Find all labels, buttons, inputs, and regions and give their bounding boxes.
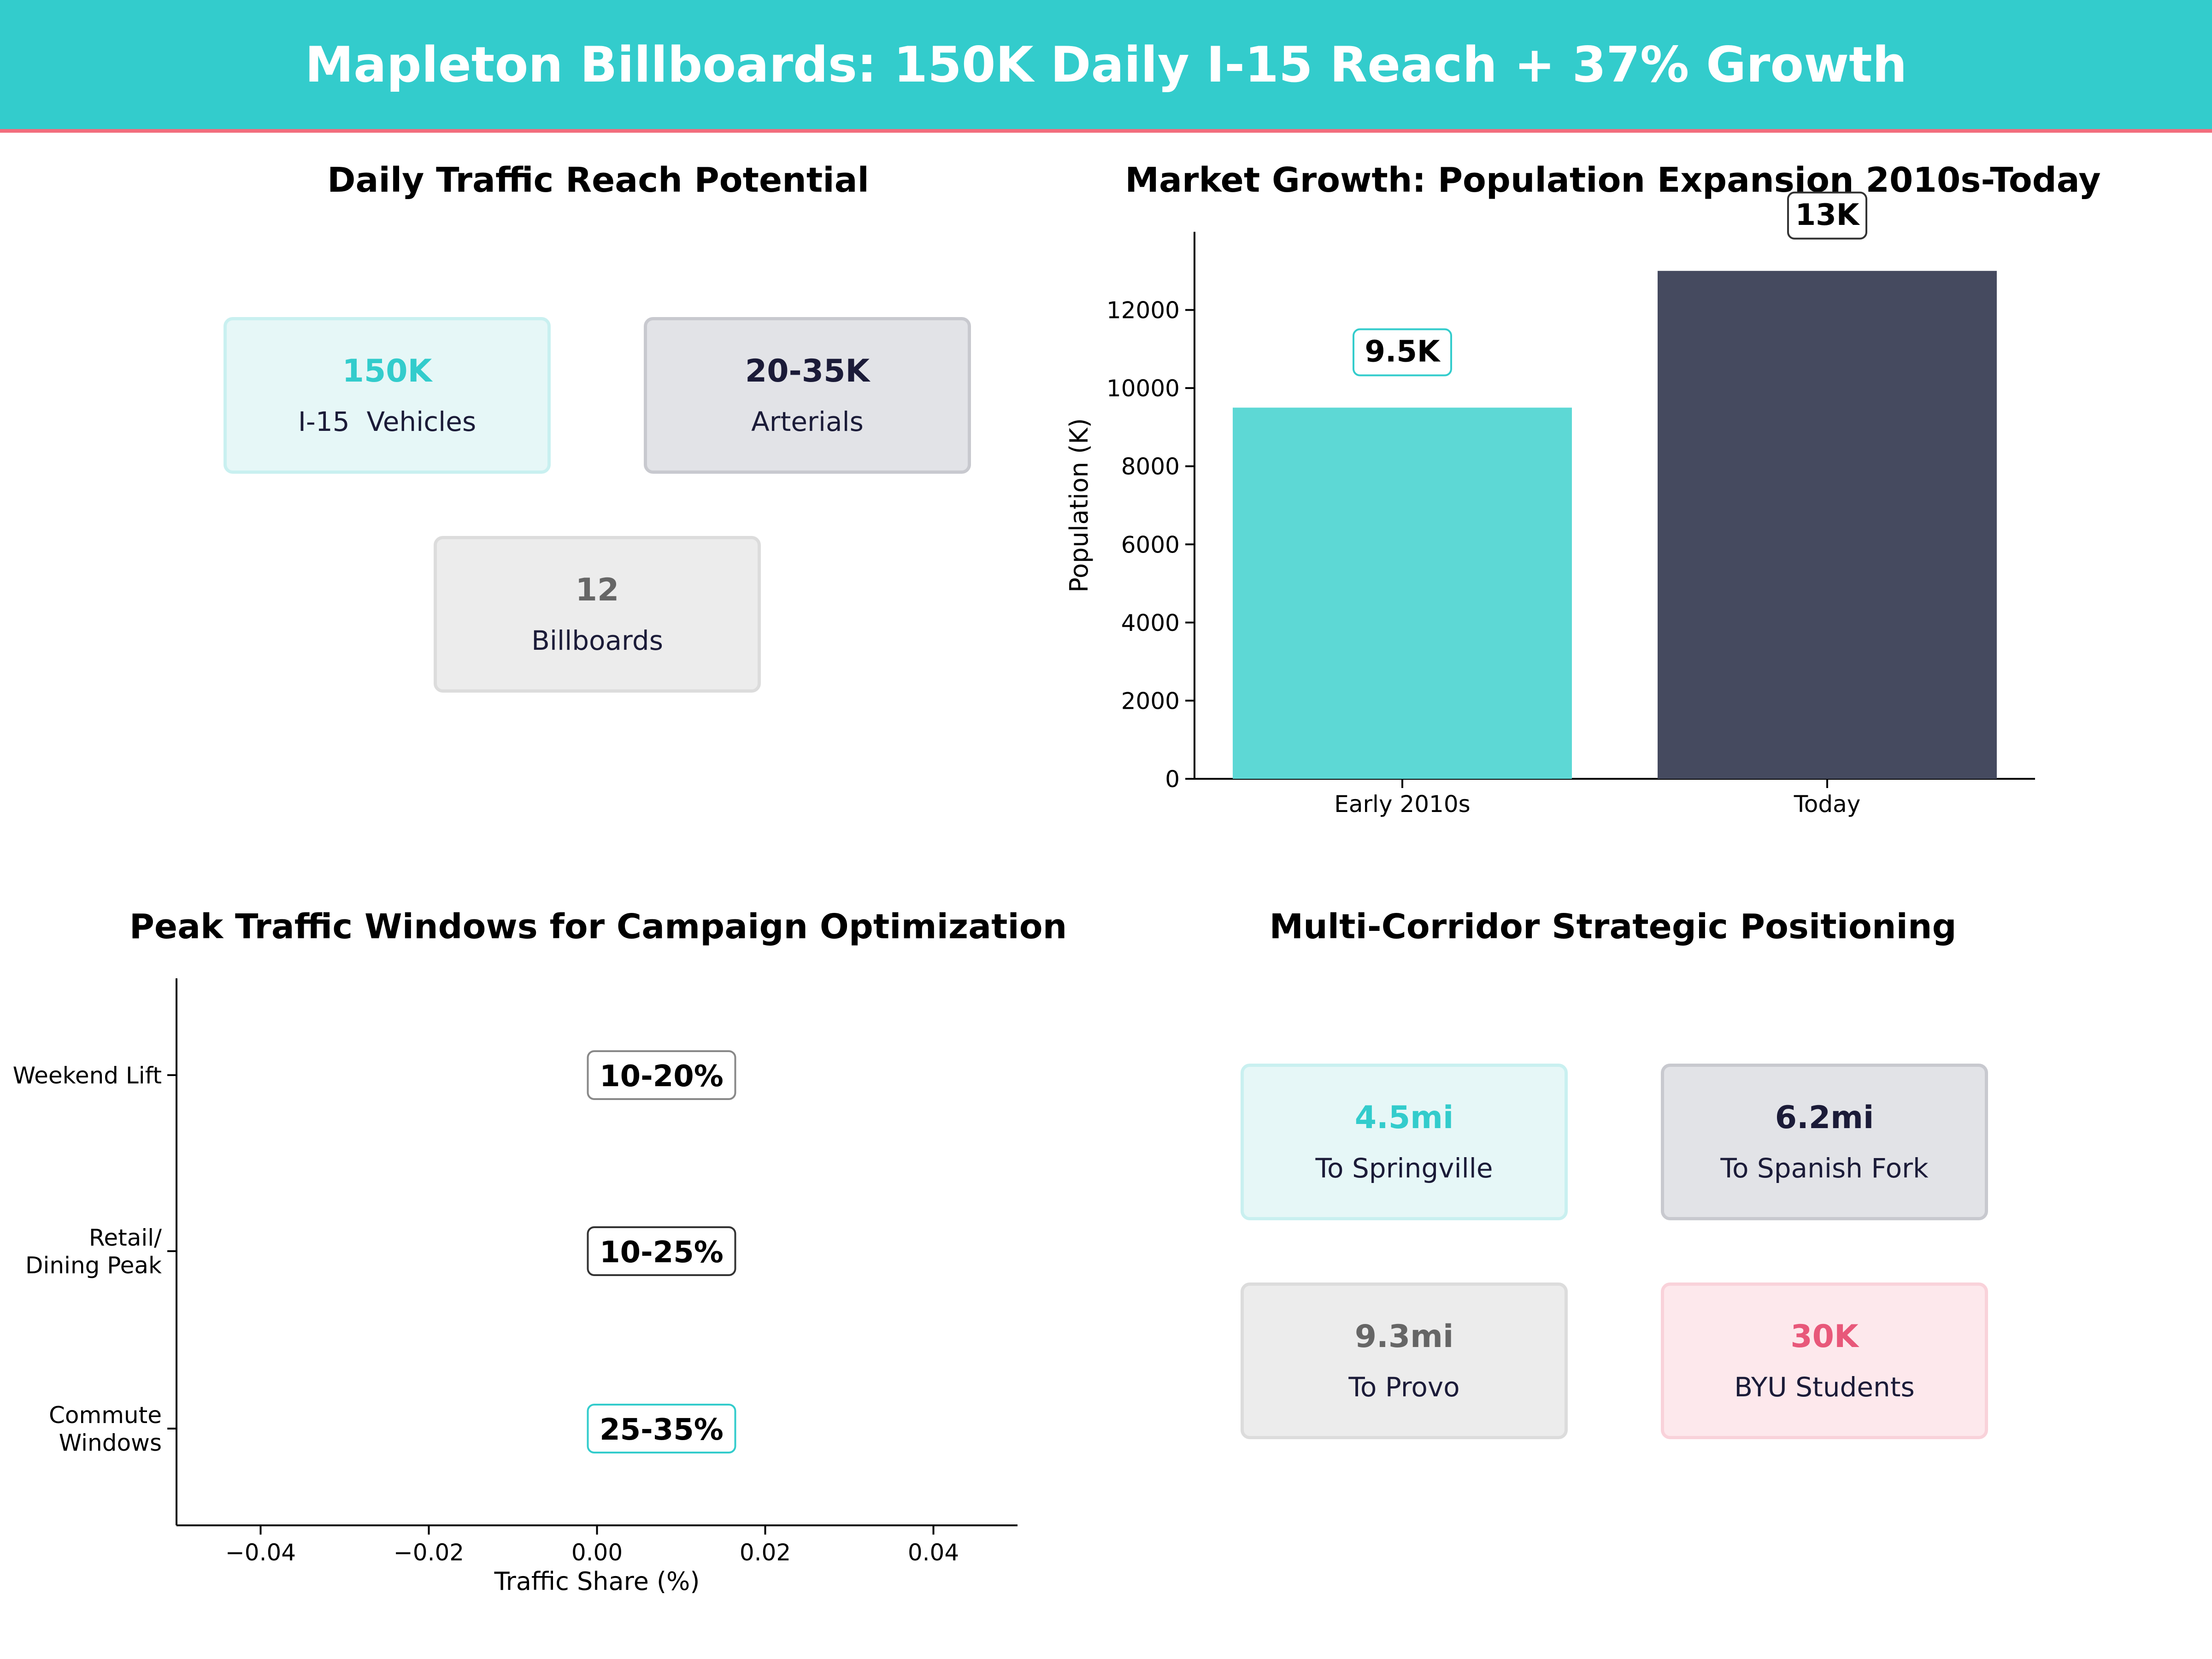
data-label: 9.5K — [1365, 335, 1441, 369]
peak-chart: −0.04 −0.02 0.00 0.02 0.04 Traffic Share (%) C… — [13, 978, 1018, 1596]
corridor-panel-title: Multi-Corridor Strategic Positioning — [1269, 907, 1957, 947]
reach-card-value: 150K — [342, 353, 432, 389]
x-tick-label: 0.04 — [908, 1539, 959, 1566]
header-banner: Mapleton Billboards: 150K Daily I-15 Rea… — [0, 0, 2212, 133]
reach-card-value: 12 — [575, 572, 619, 608]
corridor-card-label: To Springville — [1315, 1153, 1493, 1184]
x-tick-label: Today — [1794, 791, 1861, 818]
y-tick-label: Commute — [49, 1402, 162, 1429]
y-tick-label: Dining Peak — [25, 1252, 162, 1279]
x-tick-label: Early 2010s — [1334, 791, 1470, 818]
reach-panel-title: Daily Traffic Reach Potential — [327, 160, 869, 200]
y-axis-label: Population (K) — [1065, 418, 1094, 592]
growth-chart: 0 2000 4000 6000 8000 10000 12000 Population (K… — [1065, 191, 2035, 818]
y-tick-label: Windows — [59, 1430, 162, 1456]
corridor-card-value: 30K — [1790, 1318, 1859, 1355]
data-label: 10-25% — [600, 1235, 724, 1270]
y-tick-label: 4000 — [1121, 610, 1180, 636]
corridor-card: 6.2mi To Spanish Fork — [1661, 1064, 1988, 1220]
page-title: Mapleton Billboards: 150K Daily I-15 Rea… — [305, 36, 1907, 93]
data-label-box — [587, 1050, 736, 1100]
data-label: 25-35% — [600, 1413, 724, 1447]
data-label-box — [587, 1226, 736, 1276]
x-tick-label: −0.04 — [225, 1539, 296, 1566]
bar — [1658, 271, 1997, 779]
x-tick-label: −0.02 — [394, 1539, 464, 1566]
bar — [1233, 407, 1572, 779]
reach-card-label: I-15 Vehicles — [298, 406, 477, 437]
y-tick-label: 0 — [1165, 766, 1180, 793]
y-tick-label: 10000 — [1106, 375, 1180, 402]
corridor-card-value: 6.2mi — [1775, 1100, 1874, 1136]
reach-card: 150K I-15 Vehicles — [224, 317, 551, 474]
growth-chart-title: Market Growth: Population Expansion 2010… — [1125, 160, 2101, 200]
reach-card: 12 Billboards — [434, 536, 761, 693]
corridor-card-label: To Spanish Fork — [1720, 1153, 1929, 1184]
data-label: 10-20% — [600, 1059, 724, 1094]
y-tick-label: Weekend Lift — [13, 1062, 162, 1089]
reach-card-label: Billboards — [531, 625, 663, 656]
corridor-card-value: 9.3mi — [1354, 1318, 1454, 1355]
y-tick-label: 8000 — [1121, 453, 1180, 480]
reach-card: 20-35K Arterials — [644, 317, 971, 474]
x-tick-label: 0.02 — [740, 1539, 791, 1566]
corridor-card: 9.3mi To Provo — [1241, 1282, 1568, 1439]
y-tick-label: 6000 — [1121, 531, 1180, 558]
corridor-card: 30K BYU Students — [1661, 1282, 1988, 1439]
y-tick-label: Retail/ — [89, 1224, 162, 1251]
corridor-card: 4.5mi To Springville — [1241, 1064, 1568, 1220]
x-axis-label: Traffic Share (%) — [494, 1567, 700, 1596]
data-label: 13K — [1795, 198, 1860, 232]
peak-chart-title: Peak Traffic Windows for Campaign Optimi… — [129, 907, 1067, 947]
data-label-box — [587, 1404, 736, 1453]
corridor-card-label: To Provo — [1348, 1371, 1460, 1403]
x-tick-label: 0.00 — [571, 1539, 623, 1566]
corridor-card-label: BYU Students — [1734, 1371, 1915, 1403]
reach-card-label: Arterials — [751, 406, 864, 437]
reach-card-value: 20-35K — [745, 353, 870, 389]
corridor-card-value: 4.5mi — [1354, 1100, 1454, 1136]
y-tick-label: 12000 — [1106, 297, 1180, 324]
y-tick-label: 2000 — [1121, 688, 1180, 714]
data-label-box — [1353, 328, 1452, 377]
data-label-box — [1787, 191, 1867, 240]
